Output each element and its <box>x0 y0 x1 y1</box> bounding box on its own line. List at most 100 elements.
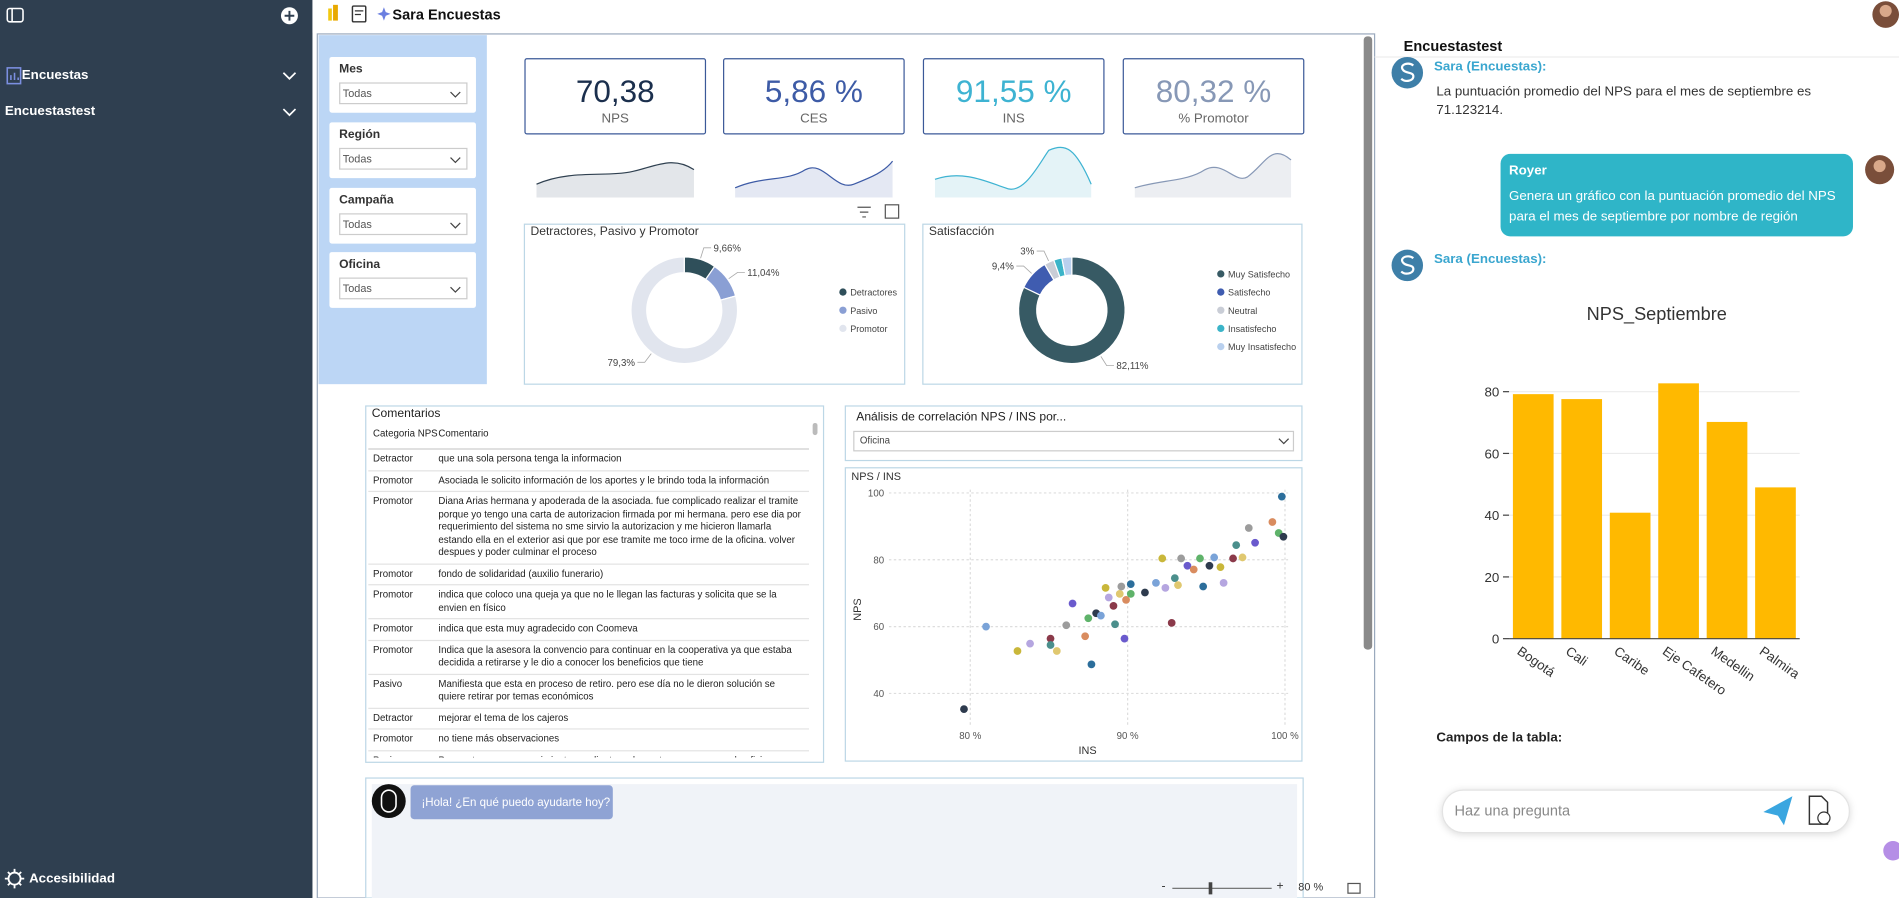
filter-dropdown[interactable]: Todas <box>339 147 468 170</box>
kpi-value: 80,32 % <box>1155 72 1272 110</box>
x-tick-label: 90 % <box>1117 731 1139 742</box>
scatter-point <box>1229 554 1237 563</box>
copilot-icon[interactable] <box>1883 841 1899 861</box>
chevron <box>450 157 461 164</box>
message-author: Sara (Encuestas): <box>1433 59 1547 74</box>
bot-icon <box>371 784 406 819</box>
bar <box>1609 512 1651 639</box>
panel-title: Comentarios <box>371 407 441 421</box>
pbi-icon <box>333 4 338 21</box>
user-avatar-face <box>1879 4 1892 17</box>
panel <box>365 405 825 763</box>
input-box[interactable] <box>1441 789 1850 834</box>
filter-dropdown[interactable]: Todas <box>339 82 468 105</box>
chat-header: Encuestastest <box>1403 37 1503 55</box>
legend-marker <box>1217 324 1225 333</box>
donut-slice <box>630 256 739 365</box>
scatter-point <box>1122 595 1130 604</box>
chevron[interactable] <box>282 72 297 80</box>
leader-line <box>637 353 652 363</box>
y-tick-label: 40 <box>873 689 884 700</box>
sparkline <box>934 146 1092 190</box>
scatter-point <box>1232 541 1241 549</box>
user-bubble <box>1500 153 1853 237</box>
cell: Indica que la asesora la convencio para … <box>438 644 792 668</box>
filter-value: Todas <box>342 87 372 100</box>
kpi-label: INS <box>1002 111 1025 127</box>
chevron[interactable] <box>282 108 297 117</box>
report-icon[interactable] <box>351 5 367 23</box>
data-label: 79,3% <box>608 358 636 369</box>
scrollbar[interactable] <box>1363 36 1373 650</box>
app-title: Sara Encuestas <box>392 6 501 24</box>
report-icon <box>6 67 22 85</box>
kpi-value: 70,38 <box>575 72 655 110</box>
data-label: 9,4% <box>992 262 1014 273</box>
table-row: Promotor no tiene más observaciones <box>368 730 810 751</box>
dropdown-value[interactable]: Oficina <box>859 435 891 446</box>
filter-value: Todas <box>342 218 372 231</box>
scatter-point <box>1104 593 1113 602</box>
dropdown-box[interactable] <box>853 430 1295 452</box>
nav-item[interactable]: Encuestas <box>21 67 89 83</box>
fit-icon[interactable] <box>1347 882 1361 894</box>
scatter-point <box>1189 565 1198 574</box>
data-label: 3% <box>1020 247 1034 258</box>
scatter-point <box>1026 639 1034 648</box>
message-author: Royer <box>1509 163 1547 179</box>
send-icon[interactable] <box>1763 796 1793 826</box>
zoom-thumb[interactable] <box>1208 882 1213 895</box>
scatter-point <box>1081 632 1090 641</box>
filter-icon[interactable] <box>857 206 871 218</box>
table-row: Promotor indica que coloco una queja ya q… <box>368 585 810 620</box>
scatter-point <box>1196 554 1204 563</box>
focus-icon[interactable] <box>884 204 900 219</box>
bot-icon-glyph <box>380 789 397 813</box>
report-icon-bars <box>10 72 19 80</box>
gear-teeth <box>4 868 25 889</box>
bar <box>1706 421 1748 639</box>
filter-dropdown[interactable]: Todas <box>339 213 468 236</box>
legend-marker <box>839 324 847 333</box>
table-scroll[interactable] <box>812 422 818 436</box>
panel-icon[interactable] <box>6 7 24 23</box>
add-icon <box>284 10 295 21</box>
legend-marker <box>839 288 847 296</box>
leader-line <box>1016 265 1032 274</box>
donut-slice <box>1017 256 1126 365</box>
cell: Pasivo <box>368 754 438 757</box>
scatter-point <box>1126 580 1135 589</box>
cell: Promotor <box>373 733 413 745</box>
filter-label: Campaña <box>339 193 394 208</box>
scatter-point <box>1120 634 1129 643</box>
input-placeholder[interactable]: Haz una pregunta <box>1454 802 1571 820</box>
panel <box>523 223 906 385</box>
y-tick-label: 100 <box>868 489 885 500</box>
sparkline-area <box>536 162 694 198</box>
kpi-value: 91,55 % <box>955 72 1072 110</box>
scatter-point <box>1277 492 1286 501</box>
nav-item[interactable]: Encuestastest <box>4 104 96 119</box>
topbar-bg <box>312 0 1899 33</box>
nav-footer[interactable]: Accesibilidad <box>29 871 115 886</box>
y-tick-label: 40 <box>1485 508 1500 523</box>
cell: Detractor <box>373 453 413 465</box>
filter-card: Oficina Todas <box>329 252 476 308</box>
scatter-point <box>1068 599 1077 608</box>
legend-marker <box>839 306 847 314</box>
filter-dropdown[interactable]: Todas <box>339 277 468 300</box>
zoom-minus[interactable]: - <box>1161 879 1166 894</box>
scatter-point <box>1062 621 1071 630</box>
pbi-icon <box>328 8 332 21</box>
chevron <box>450 222 461 229</box>
legend-marker <box>1217 342 1225 351</box>
bar <box>1512 394 1554 639</box>
chevron <box>1278 438 1290 445</box>
zoom-plus[interactable]: + <box>1276 879 1284 894</box>
chart-title: NPS_Septiembre <box>1587 304 1727 325</box>
scatter-point <box>1111 620 1119 629</box>
panel-title: Detractores, Pasivo y Promotor <box>530 225 699 239</box>
table-row: Promotor Indica que la asesora la convenc… <box>368 640 810 675</box>
bot-message: ¡Hola! ¿En qué puedo ayudarte hoy? <box>421 796 611 810</box>
